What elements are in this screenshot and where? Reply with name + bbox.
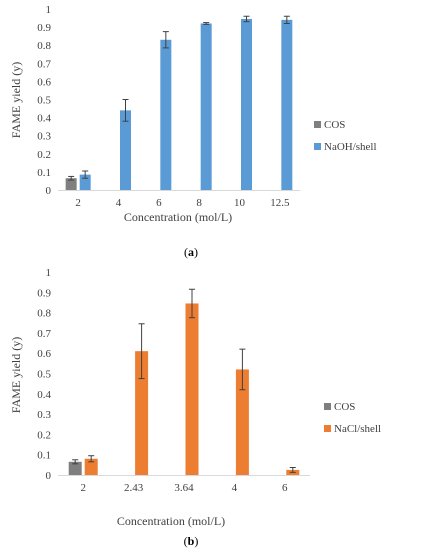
legend-swatch-b-0 bbox=[324, 403, 331, 410]
bar-a-s1-2 bbox=[160, 39, 172, 190]
y-tick-label-b-6: 0.6 bbox=[37, 348, 51, 360]
x-tick-label-a-0: 2 bbox=[75, 197, 81, 209]
y-tick-label-a-10: 1 bbox=[46, 4, 52, 16]
panel-letter-b: b bbox=[188, 534, 195, 548]
panel-letter-a: a bbox=[188, 245, 194, 259]
bar-b-s1-3 bbox=[235, 369, 249, 475]
y-tick-label-b-5: 0.5 bbox=[37, 369, 51, 381]
y-tick-label-a-5: 0.5 bbox=[37, 95, 51, 107]
bar-b-s0-0 bbox=[68, 461, 82, 475]
y-tick-label-a-9: 0.9 bbox=[37, 22, 51, 34]
x-tick-label-a-3: 8 bbox=[196, 197, 202, 209]
y-tick-label-b-7: 0.7 bbox=[37, 328, 51, 340]
bar-b-s1-0 bbox=[84, 458, 98, 475]
y-tick-label-b-10: 1 bbox=[46, 267, 52, 279]
x-tick-label-b-0: 2 bbox=[80, 482, 86, 494]
y-tick-label-b-2: 0.2 bbox=[37, 429, 51, 441]
legend-swatch-a-1 bbox=[314, 143, 321, 150]
x-axis-title-b: Concentration (mol/L) bbox=[117, 514, 225, 528]
x-tick-label-b-1: 2.43 bbox=[124, 482, 144, 494]
legend-label-a-0: COS bbox=[324, 119, 345, 131]
y-tick-label-a-6: 0.6 bbox=[37, 76, 51, 88]
y-tick-label-a-7: 0.7 bbox=[37, 58, 51, 70]
y-tick-label-b-1: 0.1 bbox=[37, 450, 51, 462]
legend-label-b-1: NaCl/shell bbox=[334, 423, 381, 435]
bar-a-s1-5 bbox=[281, 19, 293, 190]
y-tick-label-b-9: 0.9 bbox=[37, 287, 51, 299]
bar-a-s0-0 bbox=[65, 178, 77, 190]
bar-a-s1-4 bbox=[241, 18, 252, 190]
bar-b-s1-2 bbox=[185, 303, 199, 475]
legend-label-a-1: NaOH/shell bbox=[324, 141, 377, 153]
y-tick-label-a-8: 0.8 bbox=[37, 40, 51, 52]
legend-swatch-b-1 bbox=[324, 425, 331, 432]
legend-swatch-a-0 bbox=[314, 121, 321, 128]
y-axis-title-a: FAME yield (y) bbox=[9, 62, 23, 138]
y-tick-label-b-4: 0.4 bbox=[37, 389, 51, 401]
y-tick-label-b-0: 0 bbox=[46, 470, 52, 482]
x-tick-label-b-3: 4 bbox=[232, 482, 238, 494]
x-axis-title-a: Concentration (mol/L) bbox=[124, 210, 232, 224]
x-tick-label-a-4: 10 bbox=[234, 197, 246, 209]
y-tick-label-a-0: 0 bbox=[46, 185, 52, 197]
x-tick-label-a-5: 12.5 bbox=[270, 197, 290, 209]
y-tick-label-a-3: 0.3 bbox=[37, 131, 51, 143]
y-tick-label-a-4: 0.4 bbox=[37, 113, 51, 125]
y-tick-label-b-3: 0.3 bbox=[37, 409, 51, 421]
bar-b-s1-1 bbox=[135, 351, 149, 475]
y-tick-label-a-1: 0.1 bbox=[37, 167, 51, 179]
x-tick-label-a-1: 4 bbox=[116, 197, 122, 209]
x-tick-label-a-2: 6 bbox=[156, 197, 162, 209]
x-tick-label-b-2: 3.64 bbox=[174, 482, 194, 494]
x-tick-label-b-4: 6 bbox=[282, 482, 288, 494]
panel-label-a: (a) bbox=[184, 245, 198, 259]
y-tick-label-a-2: 0.2 bbox=[37, 149, 51, 161]
y-axis-title-b: FAME yield (y) bbox=[9, 337, 23, 413]
bar-a-s1-3 bbox=[200, 23, 212, 191]
y-tick-label-b-8: 0.8 bbox=[37, 308, 51, 320]
bar-a-s1-0 bbox=[79, 174, 91, 190]
bar-a-s1-1 bbox=[120, 110, 131, 190]
panel-label-b: (b) bbox=[184, 534, 199, 548]
chart-panel-a: FAME yield (y) Concentration (mol/L) (a)… bbox=[9, 4, 377, 259]
chart-panel-b: FAME yield (y) Concentration (mol/L) (b)… bbox=[9, 267, 381, 548]
legend-label-b-0: COS bbox=[334, 401, 355, 413]
